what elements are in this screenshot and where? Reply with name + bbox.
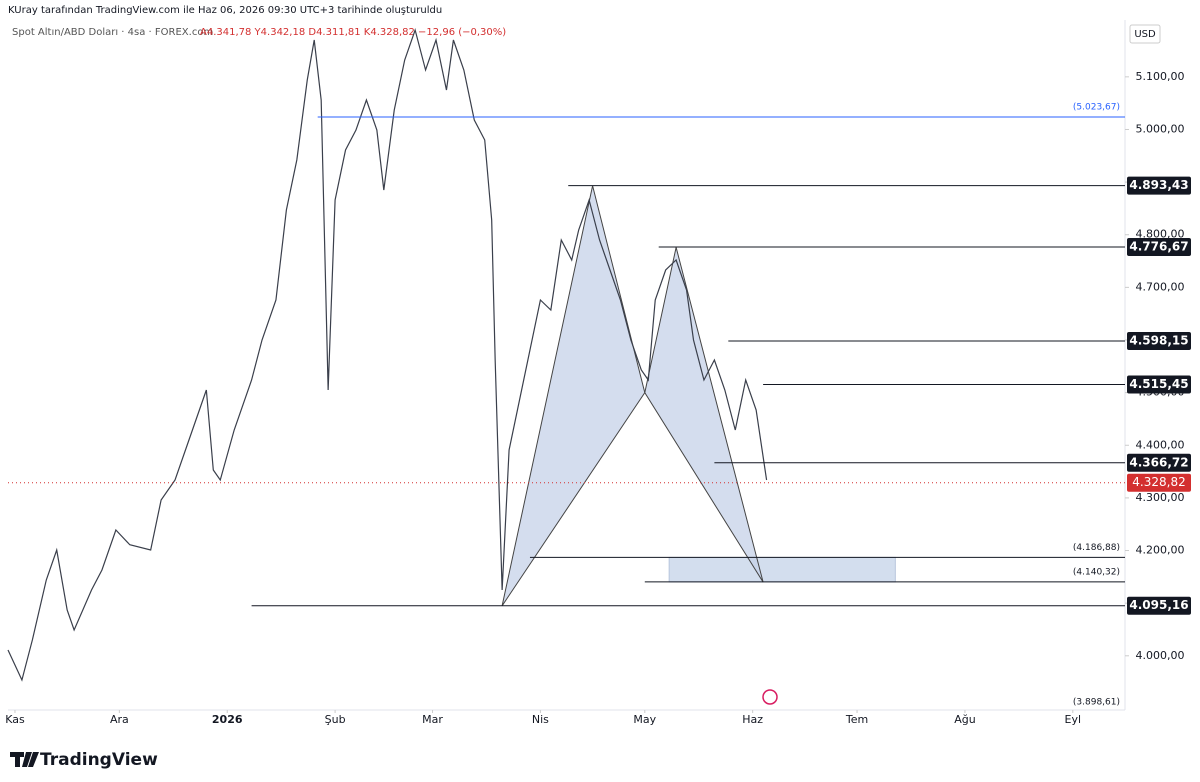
price-line [7, 27, 768, 682]
range-low-label: (3.898,61) [1073, 698, 1120, 708]
level-note: (4.186,88) [1073, 543, 1120, 553]
y-tick-label: 5.100,00 [1136, 70, 1185, 83]
level-box [1127, 176, 1191, 195]
level-label: 4.515,45 [1129, 377, 1188, 391]
zone [668, 556, 896, 583]
currency-box[interactable] [1129, 24, 1161, 44]
chart-title: KUray tarafından TradingView.com ile Haz… [8, 5, 442, 16]
harmonic-pattern [644, 247, 764, 583]
x-tick-label: Ağu [954, 713, 975, 726]
x-tick-label: Tem [845, 713, 868, 726]
y-tick-label: 4.800,00 [1136, 228, 1185, 241]
level-box [1127, 375, 1191, 394]
y-tick-label: 4.700,00 [1136, 280, 1185, 293]
x-tick-label: May [633, 713, 656, 726]
current-price-label: 4.328,82 [1132, 475, 1185, 489]
x-tick-label: 2026 [212, 713, 243, 726]
y-tick-label: 4.400,00 [1136, 438, 1185, 451]
level-label: 4.095,16 [1129, 598, 1188, 612]
level-box [1127, 596, 1191, 615]
level-label: 4.598,15 [1129, 333, 1188, 347]
x-tick-label: Mar [422, 713, 443, 726]
y-tick-label: 5.000,00 [1136, 122, 1185, 135]
level-note: (5.023,67) [1073, 103, 1120, 113]
ohlc: A4.341,78 Y4.342,18 D4.311,81 K4.328,82 … [200, 27, 506, 38]
level-box [1127, 331, 1191, 350]
x-tick-label: Şub [325, 713, 346, 726]
symbol: Spot Altın/ABD Doları · 4sa · FOREX.com [12, 27, 213, 38]
current-price-box [1127, 473, 1191, 492]
x-tick-label: Nis [532, 713, 549, 726]
harmonic-pattern [501, 185, 646, 607]
x-tick-label: Ara [110, 713, 129, 726]
logo-icon [10, 752, 39, 767]
level-label: 4.366,72 [1129, 455, 1188, 469]
logo: TradingView [10, 750, 158, 770]
y-tick-label: 4.000,00 [1136, 649, 1185, 662]
level-box [1127, 453, 1191, 472]
level-note: (4.140,32) [1073, 567, 1120, 577]
brand: TradingView [40, 750, 158, 770]
y-tick-label: 4.200,00 [1136, 544, 1185, 557]
currency[interactable]: USD [1134, 29, 1156, 40]
x-tick-label: Haz [742, 713, 763, 726]
alert-icon[interactable] [762, 689, 778, 705]
level-label: 4.776,67 [1129, 240, 1188, 254]
level-box [1127, 238, 1191, 257]
level-label: 4.893,43 [1129, 178, 1188, 192]
x-tick-label: Eyl [1065, 713, 1082, 726]
y-tick-label: 4.300,00 [1136, 491, 1185, 504]
x-tick-label: Kas [5, 713, 25, 726]
